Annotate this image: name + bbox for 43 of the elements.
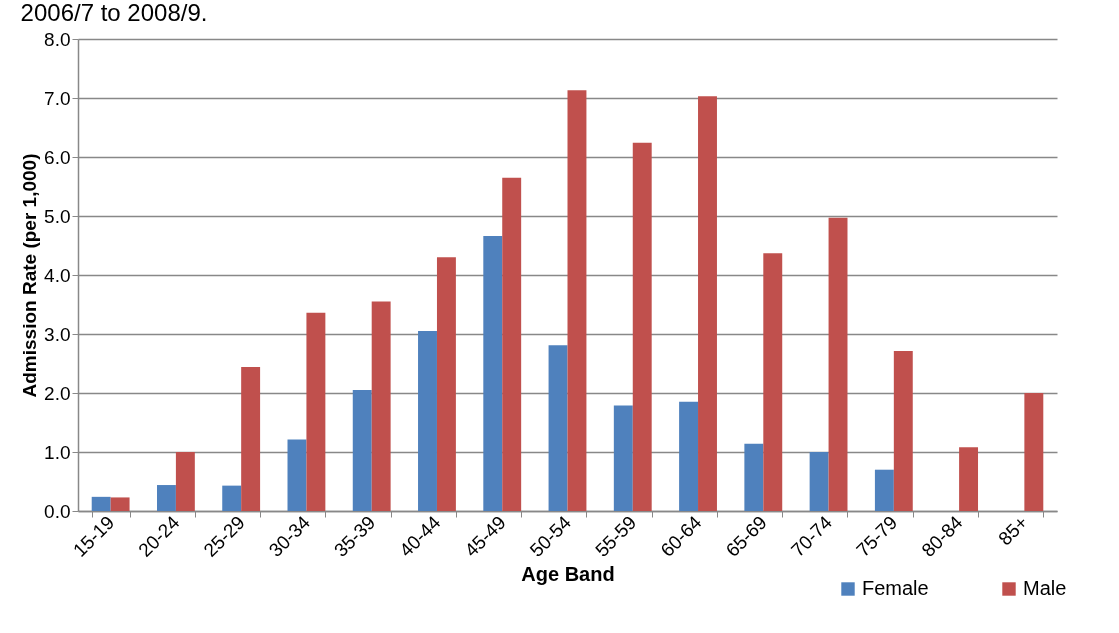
bar (567, 90, 587, 511)
bar (241, 367, 261, 511)
x-axis-title: Age Band (521, 562, 615, 585)
bar (763, 253, 783, 511)
legend-label: Male (1023, 577, 1067, 599)
bar (959, 447, 979, 511)
y-tick-label: 0.0 (44, 500, 71, 522)
y-tick-label: 7.0 (44, 87, 71, 109)
y-tick-label: 5.0 (44, 205, 71, 227)
bar (352, 390, 372, 511)
y-tick-label: 3.0 (44, 323, 71, 345)
bar (1024, 393, 1044, 511)
y-tick-label: 1.0 (44, 441, 71, 463)
bar (175, 452, 195, 511)
legend-label: Female (862, 577, 929, 599)
bar (110, 497, 130, 511)
y-tick-label: 2.0 (44, 382, 71, 404)
bar (371, 301, 391, 511)
bar (418, 331, 437, 511)
bar (502, 177, 522, 511)
bar (222, 485, 242, 511)
x-tick-label: 85+ (994, 511, 1032, 550)
bar (548, 345, 568, 511)
bar (828, 217, 848, 511)
bar (287, 439, 307, 511)
text: 2006/7 to 2008/9. (20, 0, 208, 26)
bar (874, 469, 894, 511)
bar (632, 142, 652, 511)
y-tick-label: 4.0 (44, 264, 71, 286)
bar (436, 257, 456, 511)
bar (91, 496, 111, 511)
bar (809, 452, 829, 511)
bar (893, 351, 913, 511)
bar (483, 236, 503, 511)
bar (156, 485, 176, 511)
y-tick-label: 8.0 (44, 28, 71, 50)
bar (698, 96, 717, 511)
bar (613, 405, 633, 511)
y-tick-label: 6.0 (44, 146, 71, 168)
bar (306, 312, 326, 511)
bar (679, 401, 699, 511)
y-axis-title: Admission Rate (per 1,000) (19, 153, 41, 398)
bar (744, 443, 764, 511)
